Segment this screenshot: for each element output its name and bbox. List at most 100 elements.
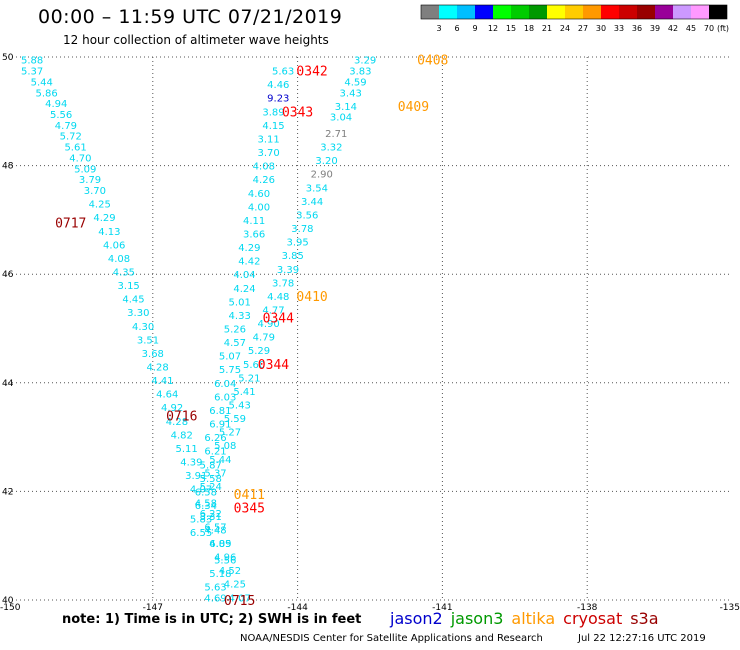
colorbar-swatch — [619, 5, 637, 19]
pass-time-label: 0717 — [55, 217, 86, 232]
colorbar-label: 27 — [578, 24, 588, 33]
swh-point: 5.37 — [204, 468, 226, 479]
footer-note: note: 1) Time is in UTC; 2) SWH is in fe… — [62, 612, 362, 627]
swh-point: 3.32 — [320, 143, 342, 154]
swh-point: 3.29 — [354, 56, 376, 67]
legend-altika: altika — [511, 609, 556, 628]
colorbar-unit: (ft) — [717, 24, 729, 33]
swh-point: 5.87 — [200, 460, 222, 471]
swh-point: 4.15 — [262, 121, 284, 132]
colorbar-swatch — [673, 5, 691, 19]
swh-point: 5.44 — [31, 77, 53, 88]
swh-point: 5.01 — [229, 297, 251, 308]
swh-point: 4.13 — [98, 227, 120, 238]
swh-point: 4.04 — [233, 270, 255, 281]
swh-point: 4.35 — [113, 267, 135, 278]
swh-point: 3.66 — [243, 229, 265, 240]
swh-point: 6.04 — [214, 379, 236, 390]
legend-s3a: s3a — [630, 609, 659, 628]
swh-point: 5.61 — [64, 143, 86, 154]
pass-time-label: 0716 — [166, 409, 197, 424]
swh-point: 3.11 — [258, 134, 280, 145]
swh-point: 5.37 — [21, 67, 43, 78]
colorbar-label: 33 — [614, 24, 624, 33]
swh-point: 3.78 — [291, 224, 313, 235]
swh-point: 3.56 — [296, 210, 318, 221]
colorbar-label: 6 — [454, 24, 459, 33]
swh-point: 6.55 — [190, 528, 212, 539]
x-tick-label: -135 — [720, 603, 740, 613]
swh-point: 5.63 — [272, 67, 294, 78]
chart-grid — [8, 56, 732, 601]
pass-time-label: 0344 — [263, 312, 294, 327]
swh-point: 5.56 — [214, 555, 236, 566]
swh-point: 4.07 — [190, 485, 212, 496]
swh-point: 4.11 — [243, 216, 265, 227]
pass-time-label: 0409 — [398, 100, 429, 115]
swh-point: 6.91 — [209, 420, 231, 431]
swh-point: 3.51 — [137, 335, 159, 346]
colorbar-label: 30 — [596, 24, 606, 33]
swh-point: 4.59 — [344, 77, 366, 88]
swh-point: 5.44 — [209, 455, 231, 466]
swh-point: 3.70 — [84, 186, 106, 197]
colorbar-swatch — [529, 5, 547, 19]
swh-point: 5.27 — [219, 428, 241, 439]
swh-point: 3.70 — [258, 148, 280, 159]
swh-point: 4.45 — [122, 295, 144, 306]
swh-point: 4.89 — [209, 539, 231, 550]
y-tick-label: 46 — [2, 270, 14, 280]
swh-point: 3.04 — [330, 113, 352, 124]
colorbar-swatch — [565, 5, 583, 19]
footer-timestamp: Jul 22 12:27:16 UTC 2019 — [578, 633, 706, 644]
swh-point: 3.43 — [340, 88, 362, 99]
swh-point: 5.83 — [190, 515, 212, 526]
swh-point: 4.29 — [238, 243, 260, 254]
swh-point: 3.14 — [335, 102, 357, 113]
swh-point: 4.69 — [204, 593, 226, 604]
swh-point: 5.58 — [200, 474, 222, 485]
swh-point: 5.88 — [21, 56, 43, 67]
swh-point: 4.29 — [93, 213, 115, 224]
swh-point: 6.34 — [195, 501, 217, 512]
swh-point: 6.58 — [195, 487, 217, 498]
swh-point: 4.60 — [248, 189, 270, 200]
colorbar-label: 9 — [472, 24, 477, 33]
swh-point: 4.82 — [171, 430, 193, 441]
page-title: 00:00 – 11:59 UTC 07/21/2019 — [38, 6, 343, 28]
swh-point: 4.28 — [166, 417, 188, 428]
colorbar-label: 18 — [524, 24, 534, 33]
swh-point: 4.25 — [89, 200, 111, 211]
x-tick-label: -141 — [432, 603, 452, 613]
swh-point: 2.90 — [311, 170, 333, 181]
swh-point: 3.31 — [200, 512, 222, 523]
swh-point: 5.60 — [243, 360, 265, 371]
swh-point: 3.79 — [79, 175, 101, 186]
swh-point: 2.71 — [325, 129, 347, 140]
swh-point: 4.48 — [204, 525, 226, 536]
swh-point: 4.41 — [151, 376, 173, 387]
swh-point: 6.81 — [209, 406, 231, 417]
swh-point: 4.00 — [248, 202, 270, 213]
swh-point: 5.09 — [74, 164, 96, 175]
swh-point: 6.26 — [204, 433, 226, 444]
swh-point: 3.30 — [127, 308, 149, 319]
colorbar-swatch — [637, 5, 655, 19]
swh-point: 4.46 — [267, 80, 289, 91]
swh-point: 3.68 — [142, 349, 164, 360]
swh-point: 4.06 — [103, 240, 125, 251]
y-tick-label: 48 — [2, 162, 14, 172]
swh-point: 5.63 — [204, 582, 226, 593]
swh-point: 4.96 — [214, 553, 236, 564]
colorbar-label: 3 — [436, 24, 441, 33]
swh-point: 3.83 — [349, 67, 371, 78]
colorbar-swatch — [421, 5, 439, 19]
colorbar-swatch — [655, 5, 673, 19]
colorbar: 3 6 9 12 15 18 21 24 27 30 33 36 39 42 45 70 (ft) — [420, 4, 729, 33]
page-subtitle: 12 hour collection of altimeter wave hei… — [63, 33, 329, 47]
swh-point: 3.78 — [272, 278, 294, 289]
swh-point: 3.85 — [282, 251, 304, 262]
swh-point: 4.94 — [45, 99, 67, 110]
colorbar-label: 70 — [704, 24, 714, 33]
x-tick-label: -138 — [577, 603, 598, 613]
